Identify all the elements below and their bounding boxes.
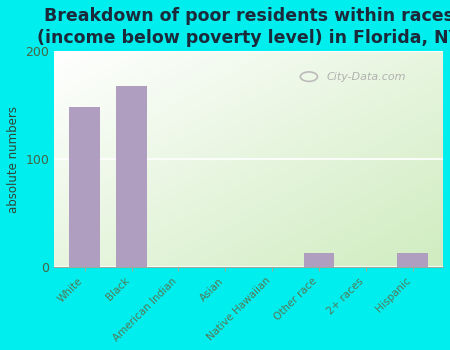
Text: City-Data.com: City-Data.com <box>326 72 406 82</box>
Bar <box>397 253 428 267</box>
Bar <box>116 86 147 267</box>
Bar <box>304 253 334 267</box>
Y-axis label: absolute numbers: absolute numbers <box>7 106 20 212</box>
Title: Breakdown of poor residents within races
(income below poverty level) in Florida: Breakdown of poor residents within races… <box>36 7 450 47</box>
Bar <box>69 107 100 267</box>
